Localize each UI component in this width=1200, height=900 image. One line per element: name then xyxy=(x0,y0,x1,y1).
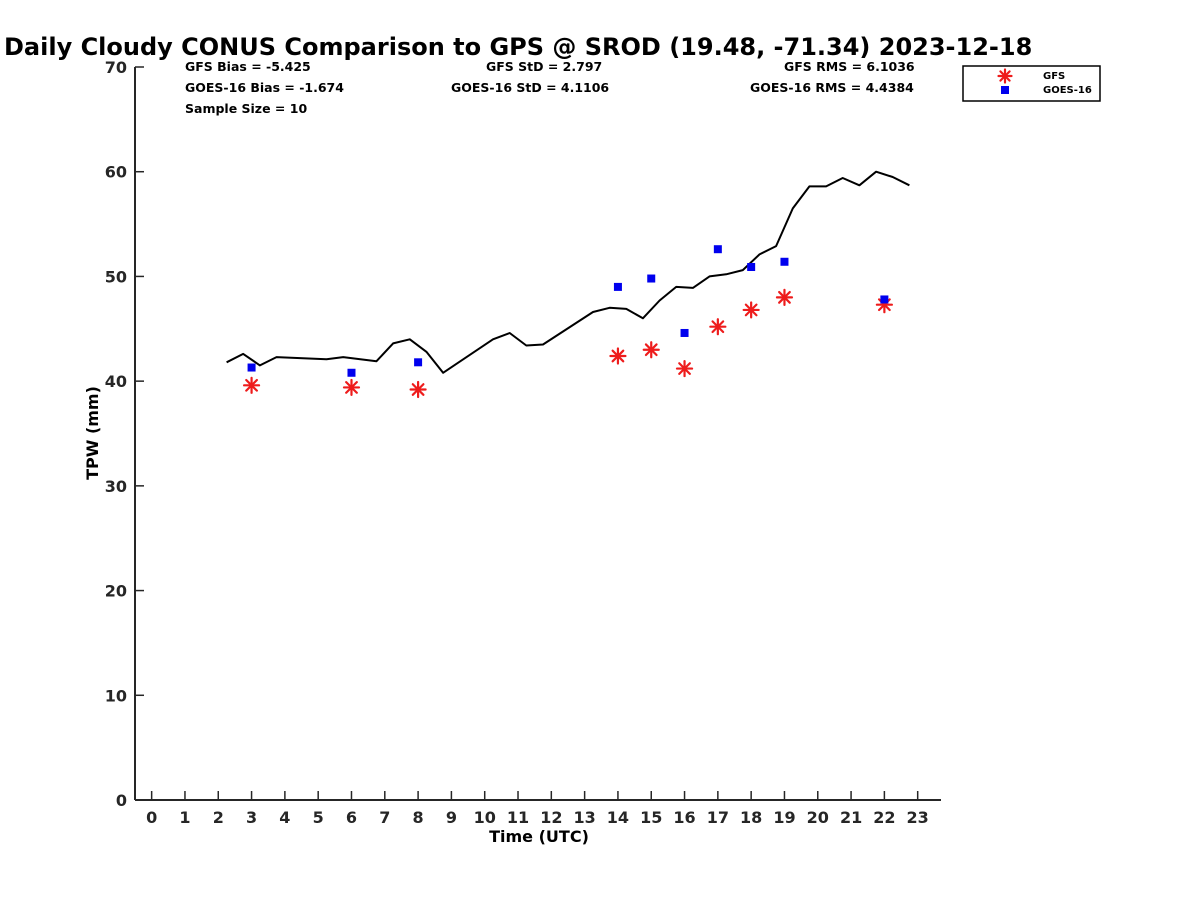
x-axis-label: Time (UTC) xyxy=(489,827,589,846)
gfs-point xyxy=(409,380,427,399)
x-tick-label: 22 xyxy=(873,808,895,827)
goes-point xyxy=(613,282,622,291)
x-tick-label: 12 xyxy=(540,808,562,827)
x-tick-label: 6 xyxy=(346,808,357,827)
y-tick-label: 0 xyxy=(116,791,127,810)
x-tick-label: 20 xyxy=(807,808,829,827)
legend-goes-marker xyxy=(1001,86,1009,94)
y-axis-label: TPW (mm) xyxy=(83,386,102,480)
y-tick-label: 20 xyxy=(105,582,127,601)
x-tick-label: 16 xyxy=(673,808,695,827)
y-tick-label: 10 xyxy=(105,686,127,705)
y-tick-label: 50 xyxy=(105,267,127,286)
goes-point xyxy=(747,263,756,272)
goes-point xyxy=(780,257,789,266)
x-tick-label: 2 xyxy=(213,808,224,827)
legend-gfs-marker xyxy=(997,68,1013,84)
x-tick-label: 11 xyxy=(507,808,529,827)
stat-gfs-std: GFS StD = 2.797 xyxy=(486,59,602,74)
stat-goes-rms: GOES-16 RMS = 4.4384 xyxy=(750,80,914,95)
stats-block: GFS Bias = -5.425 GFS StD = 2.797 GFS RM… xyxy=(185,59,915,116)
legend-box xyxy=(962,65,1101,102)
stat-goes-bias: GOES-16 Bias = -1.674 xyxy=(185,80,344,95)
gfs-point xyxy=(742,301,760,319)
x-tick-label: 4 xyxy=(279,808,290,827)
x-tick-label: 1 xyxy=(179,808,190,827)
x-tick-label: 23 xyxy=(907,808,929,827)
gfs-point xyxy=(675,359,694,378)
data-marks xyxy=(226,170,910,399)
x-tick-label: 14 xyxy=(607,808,629,827)
x-tick-label: 15 xyxy=(640,808,662,827)
stat-gfs-bias: GFS Bias = -5.425 xyxy=(185,59,311,74)
y-tick-label: 70 xyxy=(105,58,127,77)
x-tick-label: 5 xyxy=(313,808,324,827)
chart-title: Daily Cloudy CONUS Comparison to GPS @ S… xyxy=(4,33,1032,61)
gfs-point xyxy=(775,288,794,306)
goes-point xyxy=(647,274,656,283)
x-tick-label: 18 xyxy=(740,808,762,827)
x-tick-label: 3 xyxy=(246,808,257,827)
x-tick-label: 8 xyxy=(413,808,424,827)
x-tick-label: 21 xyxy=(840,808,862,827)
legend-goes-label: GOES-16 xyxy=(1043,85,1092,96)
x-tick-label: 9 xyxy=(446,808,457,827)
stat-goes-std: GOES-16 StD = 4.1106 xyxy=(451,80,609,95)
goes-point xyxy=(880,295,889,304)
x-tick-label: 7 xyxy=(379,808,390,827)
gfs-point xyxy=(642,341,660,359)
y-tick-label: 30 xyxy=(105,477,127,496)
goes-point xyxy=(713,245,722,254)
gfs-point xyxy=(609,347,627,365)
x-tick-label: 10 xyxy=(474,808,496,827)
x-tick-label: 0 xyxy=(146,808,157,827)
gfs-point xyxy=(342,378,361,397)
gps-line xyxy=(226,170,910,374)
goes-point xyxy=(247,363,256,372)
x-tick-label: 13 xyxy=(573,808,595,827)
goes-point xyxy=(680,328,689,337)
legend-gfs-label: GFS xyxy=(1043,71,1065,82)
goes-point xyxy=(347,368,356,377)
stat-gfs-rms: GFS RMS = 6.1036 xyxy=(784,59,915,74)
stat-sample-size: Sample Size = 10 xyxy=(185,101,307,116)
gfs-point xyxy=(709,318,727,336)
x-tick-label: 17 xyxy=(707,808,729,827)
y-tick-label: 60 xyxy=(105,163,127,182)
y-tick-label: 40 xyxy=(105,372,127,391)
legend: GFS GOES-16 xyxy=(962,65,1101,102)
x-tick-label: 19 xyxy=(773,808,795,827)
gfs-point xyxy=(242,376,261,394)
legend-gfs-star xyxy=(997,68,1013,84)
goes-point xyxy=(414,358,423,367)
